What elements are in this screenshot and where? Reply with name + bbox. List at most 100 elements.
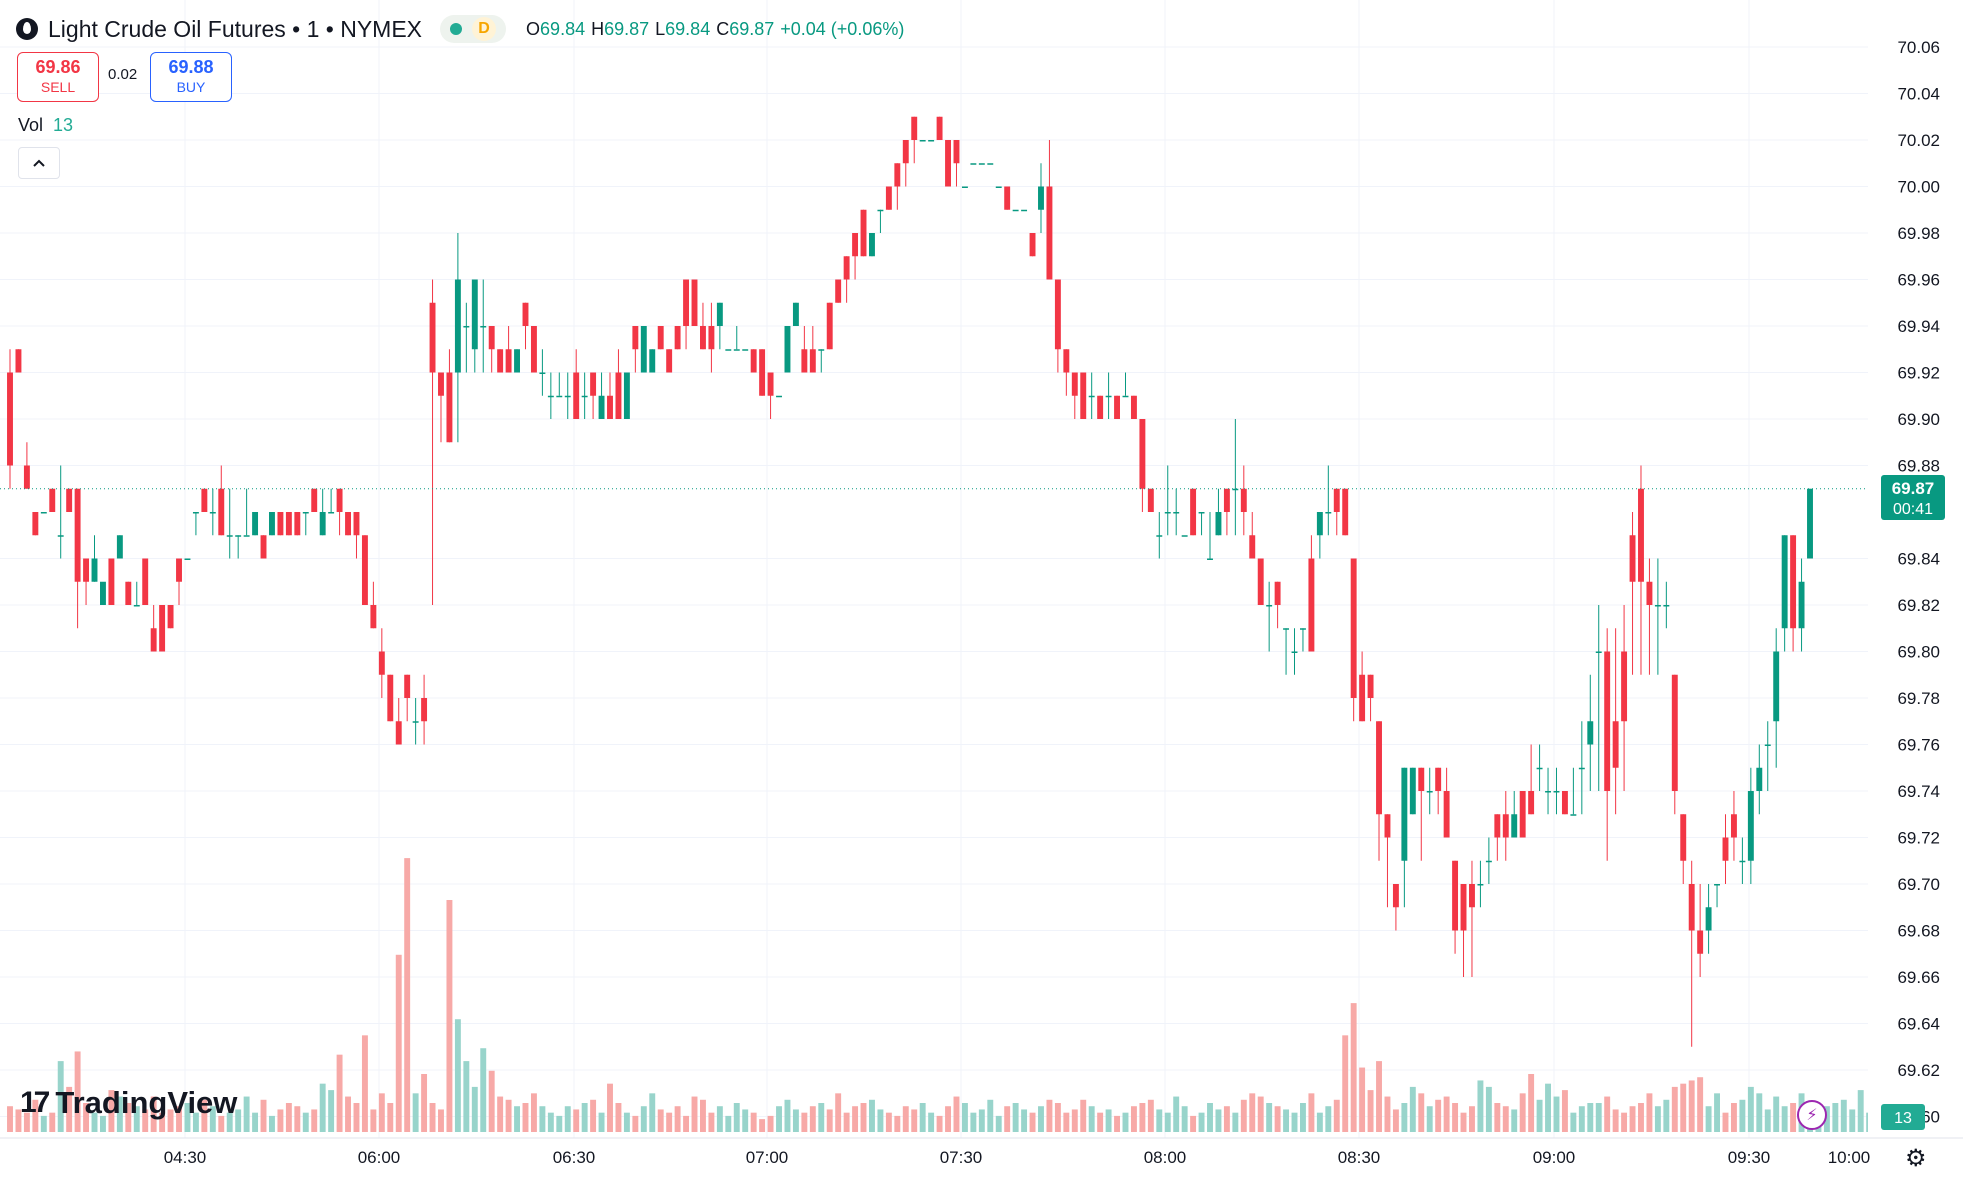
candle-body — [1308, 558, 1315, 652]
candle-body — [885, 186, 892, 210]
volume-bar — [818, 1103, 825, 1132]
volume-legend[interactable]: Vol 13 — [18, 115, 73, 136]
volume-bar — [480, 1048, 487, 1132]
buy-button[interactable]: 69.88 BUY — [150, 52, 232, 102]
candle-body — [733, 349, 740, 351]
candle-body — [1654, 605, 1661, 607]
lightning-icon[interactable]: ⚡ — [1797, 1100, 1827, 1130]
candle-body — [776, 395, 782, 398]
volume-bar — [1832, 1103, 1839, 1132]
volume-bar — [201, 1099, 208, 1132]
candle-body — [1612, 721, 1619, 768]
time-axis[interactable]: 04:30 06:00 06:30 07:00 07:30 08:00 08:30 09:00… — [164, 1148, 1871, 1167]
volume-bar — [125, 1103, 132, 1132]
volume-bar — [514, 1106, 520, 1132]
candle-body — [226, 535, 233, 537]
candle-body — [446, 372, 453, 443]
candle-body — [649, 349, 656, 373]
candle-body — [1054, 279, 1061, 350]
symbol-title[interactable]: Light Crude Oil Futures • 1 • NYMEX — [48, 15, 423, 42]
collapse-legend-button[interactable] — [18, 147, 60, 179]
candle-body — [716, 302, 723, 326]
time-tick-label: 09:00 — [1533, 1148, 1576, 1167]
candle-body — [792, 302, 799, 326]
time-tick-label: 06:00 — [358, 1148, 401, 1167]
candle-body — [1232, 488, 1239, 491]
volume-bar — [1773, 1096, 1780, 1132]
candle-body — [125, 581, 132, 605]
market-status[interactable]: D — [440, 15, 507, 43]
volume-bar — [1688, 1080, 1695, 1132]
volume-bar — [759, 1119, 766, 1132]
close-label: C — [716, 18, 730, 39]
time-tick-label: 04:30 — [164, 1148, 207, 1167]
volume-bar — [860, 1103, 867, 1132]
logo-text: TradingView — [55, 1085, 238, 1120]
candle-body — [683, 279, 690, 326]
volume-bar — [243, 1096, 250, 1132]
last-price-label: 69.87 00:41 — [1881, 475, 1945, 520]
candle-body — [336, 488, 343, 512]
candle-body — [1714, 884, 1720, 886]
volume-bar — [226, 1112, 233, 1132]
volume-bar — [1215, 1109, 1222, 1132]
price-axis[interactable]: 70.06 70.04 70.02 70.00 69.98 69.96 69.94 69.92… — [1897, 38, 1940, 1127]
candle-body — [1029, 233, 1036, 257]
volume-bar — [1139, 1103, 1146, 1132]
candle-body — [1587, 721, 1594, 745]
volume-bar — [1528, 1074, 1535, 1132]
volume-bar — [159, 1112, 166, 1132]
volume-bar — [978, 1109, 985, 1132]
candle-body — [1756, 767, 1763, 791]
candle-body — [564, 395, 571, 398]
volume-bar — [1156, 1109, 1163, 1132]
sell-button[interactable]: 69.86 SELL — [17, 52, 99, 102]
candle-body — [1367, 674, 1374, 698]
gear-icon[interactable]: ⚙ — [1905, 1145, 1927, 1172]
volume-bar — [1654, 1106, 1661, 1132]
volume-bar — [902, 1106, 909, 1132]
volume-bar — [1443, 1096, 1450, 1132]
candle-body — [970, 163, 977, 165]
candle-body — [623, 372, 630, 419]
time-tick-label: 06:30 — [553, 1148, 596, 1167]
volume-bar — [142, 1109, 149, 1132]
candle-body — [1080, 372, 1087, 419]
price-tick-label: 69.96 — [1897, 271, 1940, 290]
volume-bar — [1823, 1106, 1830, 1132]
volume-bar — [311, 1109, 318, 1132]
volume-bar — [1790, 1103, 1797, 1132]
volume-bar — [1460, 1112, 1467, 1132]
candle-body — [945, 140, 951, 187]
volume-bar — [176, 1106, 182, 1132]
price-tick-label: 69.68 — [1897, 922, 1940, 941]
low-label: L — [655, 18, 666, 39]
candle-body — [1604, 651, 1611, 791]
price-tick-label: 70.00 — [1897, 178, 1940, 197]
volume-bar — [252, 1112, 259, 1132]
candle-body — [1688, 884, 1695, 931]
candle-body — [1207, 558, 1213, 560]
volume-bar — [361, 1035, 368, 1132]
candle-body — [353, 512, 360, 536]
volume-bar — [505, 1099, 512, 1132]
candle-body — [953, 140, 960, 164]
volume-bar — [7, 1106, 13, 1132]
countdown-timer: 00:41 — [1893, 501, 1933, 518]
candle-body — [1181, 535, 1188, 537]
tradingview-logo[interactable]: 17 TradingView — [20, 1085, 237, 1121]
price-tick-label: 70.06 — [1897, 38, 1940, 57]
candle-body — [167, 605, 174, 629]
price-axis-background[interactable] — [1868, 0, 1963, 1138]
candle-body — [23, 465, 30, 489]
candle-body — [1283, 628, 1290, 630]
volume-bar — [345, 1096, 351, 1132]
volume-bar — [1697, 1077, 1704, 1132]
volume-bar — [792, 1109, 799, 1132]
volume-bar — [767, 1115, 774, 1132]
candle-body — [666, 349, 673, 373]
volume-bar — [40, 1115, 47, 1132]
candle-body — [201, 488, 208, 512]
candle-body — [1384, 814, 1391, 838]
